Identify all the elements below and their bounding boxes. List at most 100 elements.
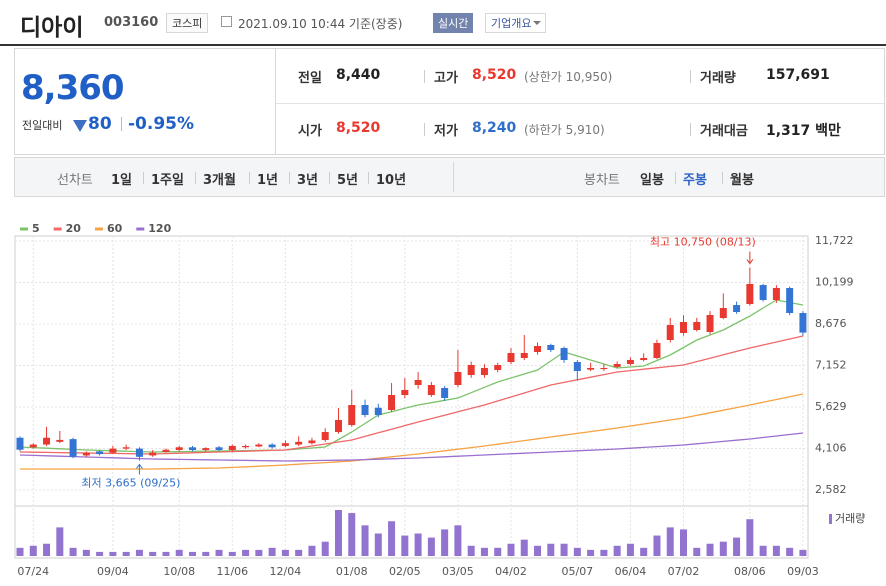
y-tick-label: 2,582 — [815, 483, 847, 496]
candle-body — [82, 452, 90, 456]
volume-legend: 거래량 — [835, 512, 865, 525]
candle-body — [706, 315, 714, 332]
realtime-button[interactable]: 실시간 — [433, 13, 474, 33]
volume-bar — [480, 547, 488, 556]
stat-value: 1,317 백만 — [766, 123, 841, 139]
tab-sep — [289, 172, 290, 184]
candle-body — [374, 407, 382, 416]
candle-body — [719, 308, 727, 319]
candle-body — [175, 447, 183, 451]
stat-value: 8,520 — [472, 67, 517, 83]
stat-label: 거래대금 — [700, 124, 748, 139]
candle-body — [772, 288, 780, 301]
volume-bar — [626, 543, 634, 556]
volume-bar — [693, 547, 701, 556]
down-arrow — [73, 120, 87, 132]
tab-item-selected[interactable]: 주봉 — [683, 173, 707, 188]
candle-body — [640, 358, 648, 360]
candle-body — [560, 348, 568, 360]
company-info-button[interactable]: 기업개요 — [485, 13, 547, 33]
candle-body — [135, 448, 143, 457]
volume-bar — [786, 547, 794, 556]
tab-sep — [329, 172, 330, 184]
candle-body — [600, 368, 608, 370]
x-tick-label: 03/05 — [442, 565, 474, 578]
candle-body — [414, 380, 422, 386]
stat-sep — [424, 123, 425, 136]
stat-label: 전일 — [298, 71, 322, 86]
candle-body — [149, 452, 157, 456]
volume-bar — [587, 549, 595, 556]
volume-bar — [149, 551, 157, 556]
candle-body — [16, 437, 24, 450]
volume-bar — [600, 549, 608, 556]
legend-label: 5 — [32, 222, 40, 235]
tab-bar — [14, 157, 885, 197]
stat-value: 8,440 — [336, 67, 381, 83]
candle-body — [348, 405, 356, 426]
stat-label: 거래량 — [700, 71, 736, 86]
stat-value: 8,520 — [336, 120, 381, 136]
volume-bar — [520, 539, 528, 556]
candle-body — [268, 444, 276, 448]
volume-bar — [441, 529, 449, 556]
market-badge: 코스피 — [166, 13, 209, 33]
tab-group-label: 봉차트 — [584, 173, 620, 188]
stat-value: 157,691 — [766, 67, 830, 83]
volume-bar — [467, 545, 475, 556]
candle-body — [666, 325, 674, 341]
volume-bar — [69, 547, 77, 556]
candle-body — [202, 448, 210, 451]
candle-body — [122, 447, 130, 449]
tab-item[interactable]: 10년 — [376, 173, 407, 188]
tab-item[interactable]: 5년 — [337, 173, 359, 188]
header-rule — [0, 44, 886, 46]
moving-average-line — [19, 432, 803, 462]
volume-bar — [414, 533, 422, 556]
volume-bar — [215, 549, 223, 556]
candle-body — [96, 451, 104, 455]
volume-bar — [573, 547, 581, 556]
candle-body — [480, 368, 488, 376]
plot-frame — [14, 235, 809, 559]
tab-item[interactable]: 월봉 — [730, 173, 754, 188]
candle-body — [454, 372, 462, 386]
candle-body — [653, 343, 661, 359]
volume-bar — [308, 545, 316, 556]
volume-bar — [135, 549, 143, 556]
volume-bar — [374, 533, 382, 556]
stock-name: 디아이 — [20, 15, 84, 41]
volume-legend-icon — [829, 514, 832, 524]
candle-body — [334, 420, 342, 433]
candle-body — [786, 288, 794, 314]
volume-bar — [82, 549, 90, 556]
tab-divider — [453, 162, 454, 192]
volume-bar — [361, 525, 369, 556]
stat-value: 8,240 — [472, 120, 517, 136]
stat-label: 저가 — [434, 124, 458, 139]
low-arrow-head — [136, 463, 143, 469]
volume-bar — [427, 537, 435, 556]
tab-item[interactable]: 1년 — [257, 173, 279, 188]
volume-bar — [613, 545, 621, 556]
candle-body — [321, 432, 329, 441]
timestamp: 2021.09.10 10:44 기준(장중) — [238, 17, 403, 31]
tab-item[interactable]: 3년 — [297, 173, 319, 188]
quote-panel — [14, 48, 885, 155]
volume-bar — [242, 549, 250, 556]
tab-item[interactable]: 1일 — [111, 173, 133, 188]
volume-bar — [719, 541, 727, 556]
volume-bar — [680, 529, 687, 556]
x-tick-label: 11/06 — [216, 565, 248, 578]
tab-item[interactable]: 1주일 — [151, 173, 184, 188]
tab-group-label: 선차트 — [57, 173, 93, 188]
tab-item[interactable]: 3개월 — [203, 173, 236, 188]
candle-body — [255, 444, 263, 447]
tab-item[interactable]: 일봉 — [640, 173, 664, 188]
volume-bar — [43, 543, 51, 556]
candle-body — [441, 388, 449, 399]
x-tick-label: 06/04 — [615, 565, 647, 578]
candle-body — [109, 448, 117, 453]
quote-divider — [275, 48, 276, 155]
